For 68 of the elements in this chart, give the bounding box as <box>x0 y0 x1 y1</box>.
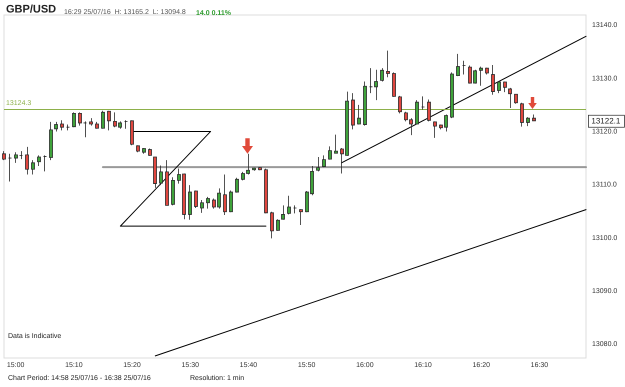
candlestick <box>206 196 210 209</box>
candlestick <box>479 66 483 86</box>
candlestick <box>491 64 495 96</box>
candlestick <box>2 150 6 161</box>
candlestick <box>363 81 367 126</box>
candlestick <box>485 67 489 75</box>
candlestick <box>526 116 530 127</box>
candlestick <box>60 120 64 131</box>
candlestick <box>421 96 425 110</box>
candlestick <box>31 160 35 175</box>
candlestick <box>124 120 128 130</box>
candlestick <box>433 120 437 138</box>
candlestick <box>54 121 58 132</box>
candlestick <box>171 176 175 206</box>
candlestick <box>165 160 169 206</box>
candlestick <box>229 190 233 213</box>
candlestick <box>497 80 501 94</box>
candlestick <box>299 208 303 226</box>
candlestick <box>328 146 332 160</box>
candlestick <box>89 118 93 126</box>
candlestick <box>270 211 274 239</box>
candlestick <box>101 110 105 130</box>
candlestick <box>66 124 70 131</box>
candlestick <box>392 72 396 98</box>
candlestick <box>153 156 157 188</box>
candlestick <box>159 165 163 186</box>
candlestick <box>415 100 419 125</box>
candlestick <box>49 121 53 161</box>
candlestick <box>276 218 280 232</box>
candlestick <box>287 195 291 215</box>
candlestick <box>235 177 239 194</box>
candlestick <box>450 72 454 119</box>
candlestick <box>8 153 12 182</box>
candlestick <box>264 168 268 214</box>
annotation: 13122.1 <box>591 116 621 126</box>
candlestick <box>322 154 326 168</box>
candlestick <box>142 148 146 154</box>
candlestick <box>136 144 140 153</box>
candlestick <box>380 68 384 82</box>
candlestick <box>25 146 29 175</box>
candlestick <box>427 99 431 122</box>
candlestick <box>462 60 466 75</box>
candlestick <box>316 156 320 172</box>
candlestick <box>293 204 297 214</box>
candlestick <box>503 81 507 93</box>
candlestick <box>334 134 338 154</box>
candlestick <box>508 87 512 108</box>
candlestick <box>107 110 111 131</box>
candlestick <box>148 148 152 156</box>
candlestick <box>223 174 227 216</box>
candlestick <box>514 94 518 104</box>
candlestick <box>188 184 192 220</box>
candlestick <box>194 190 198 208</box>
candlestick <box>456 53 460 77</box>
candlestick <box>43 154 47 172</box>
chart-title: GBP/USD <box>6 4 56 16</box>
candlestick <box>95 121 99 130</box>
candlestick <box>130 120 134 146</box>
candlestick <box>386 50 390 78</box>
candlestick <box>357 104 361 125</box>
candlestick <box>281 204 285 220</box>
candlestick <box>37 154 41 166</box>
candlestick <box>532 114 536 122</box>
candlestick <box>351 92 355 130</box>
candlestick <box>398 95 402 114</box>
candlestick <box>200 200 204 214</box>
candlestick <box>72 112 76 128</box>
candlestick <box>520 102 524 128</box>
